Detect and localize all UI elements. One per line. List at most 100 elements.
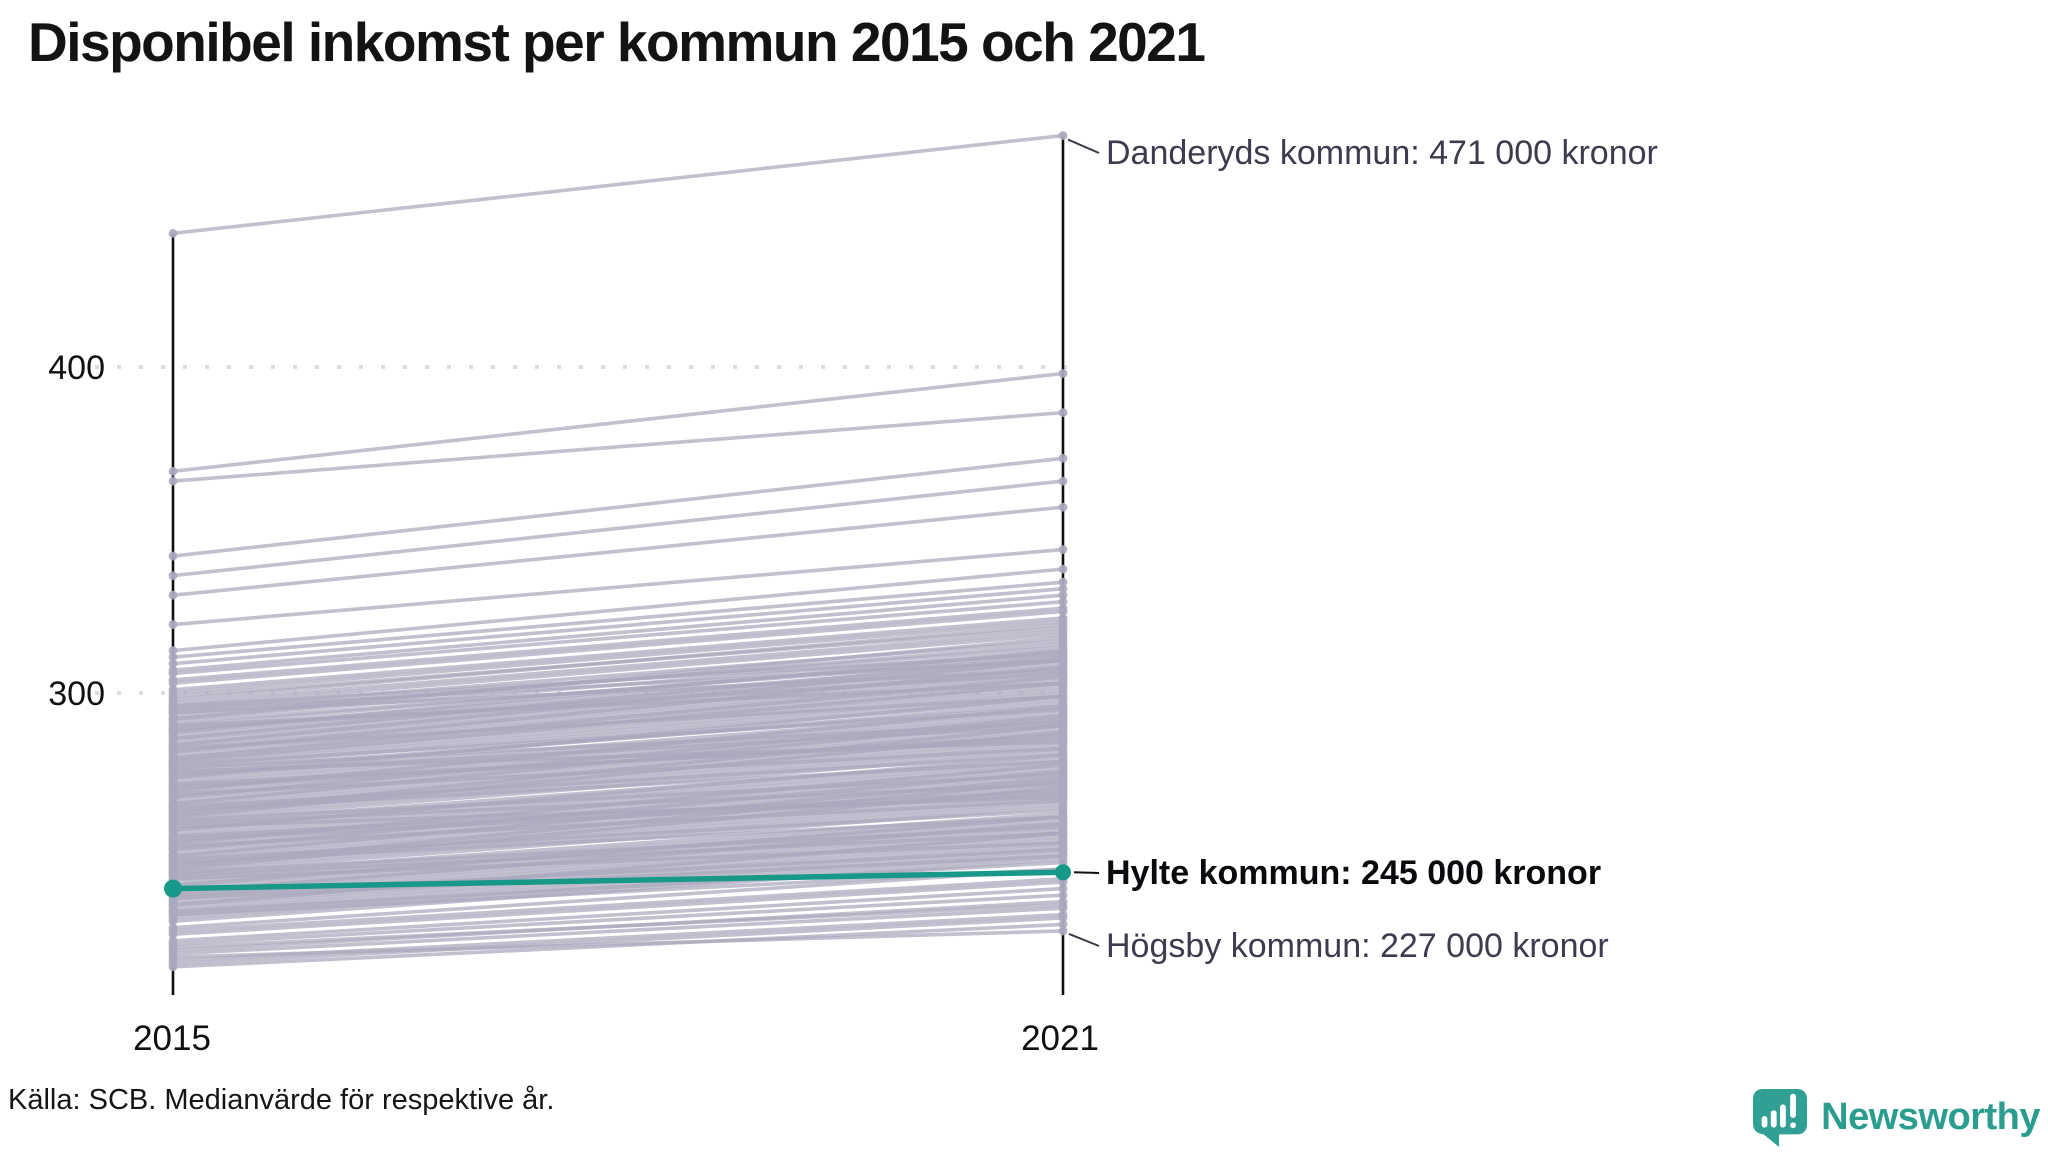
slope-line[interactable] <box>171 723 1065 816</box>
slope-line[interactable] <box>171 658 1065 712</box>
data-point[interactable] <box>1058 369 1068 378</box>
slope-line[interactable] <box>171 854 1065 901</box>
data-point[interactable] <box>1058 851 1068 861</box>
data-point[interactable] <box>168 916 178 926</box>
data-point[interactable] <box>1058 822 1068 832</box>
data-point[interactable] <box>1058 577 1068 587</box>
slope-line[interactable] <box>171 880 1065 937</box>
highlight-point-2021[interactable] <box>1055 864 1071 881</box>
data-point[interactable] <box>168 652 178 662</box>
slope-line[interactable] <box>171 632 1065 708</box>
data-point[interactable] <box>1058 714 1068 724</box>
slope-line[interactable] <box>171 788 1065 839</box>
data-point[interactable] <box>1058 502 1068 512</box>
slope-line[interactable] <box>171 841 1065 881</box>
data-point[interactable] <box>168 708 178 717</box>
slope-line[interactable] <box>171 665 1065 754</box>
data-point[interactable] <box>168 809 178 819</box>
slope-line[interactable] <box>171 775 1065 858</box>
slope-line[interactable] <box>171 831 1065 878</box>
data-point[interactable] <box>1058 701 1068 711</box>
data-point[interactable] <box>1058 607 1068 616</box>
data-point[interactable] <box>168 861 178 871</box>
data-point[interactable] <box>168 669 178 678</box>
slope-line[interactable] <box>171 903 1065 950</box>
data-point[interactable] <box>1058 838 1068 848</box>
data-point[interactable] <box>1058 678 1068 688</box>
data-point[interactable] <box>168 571 178 581</box>
data-point[interactable] <box>1058 786 1068 796</box>
data-point[interactable] <box>1058 766 1068 776</box>
data-point[interactable] <box>168 770 178 779</box>
data-point[interactable] <box>168 727 178 737</box>
data-point[interactable] <box>168 900 178 910</box>
slope-line[interactable] <box>171 867 1065 930</box>
data-point[interactable] <box>1058 672 1068 682</box>
slope-line-danderyds[interactable] <box>171 133 1065 236</box>
data-point[interactable] <box>1058 760 1068 770</box>
data-point[interactable] <box>1058 476 1068 486</box>
data-point[interactable] <box>1058 584 1068 594</box>
data-point[interactable] <box>168 789 178 799</box>
data-point[interactable] <box>1058 750 1068 760</box>
data-point[interactable] <box>1058 900 1068 910</box>
data-point[interactable] <box>1058 691 1068 701</box>
data-point[interactable] <box>1058 656 1068 665</box>
data-point[interactable] <box>168 757 178 766</box>
data-point[interactable] <box>168 714 178 724</box>
data-point[interactable] <box>1058 920 1068 929</box>
slope-line[interactable] <box>171 824 1065 875</box>
slope-line-högsby[interactable] <box>171 929 1065 959</box>
slope-line[interactable] <box>171 567 1065 653</box>
slope-line[interactable] <box>171 606 1065 682</box>
data-point[interactable] <box>1058 590 1068 600</box>
data-point[interactable] <box>168 659 178 669</box>
data-point[interactable] <box>1058 545 1068 554</box>
data-point[interactable] <box>1058 131 1068 140</box>
data-point[interactable] <box>168 466 178 476</box>
data-point[interactable] <box>168 678 178 688</box>
data-point[interactable] <box>1058 620 1068 629</box>
data-point[interactable] <box>168 907 178 916</box>
slope-line[interactable] <box>171 916 1065 966</box>
data-point[interactable] <box>168 620 178 629</box>
data-point[interactable] <box>168 747 178 757</box>
slope-line[interactable] <box>171 456 1065 558</box>
data-point[interactable] <box>168 952 178 962</box>
slope-line[interactable] <box>171 629 1065 705</box>
data-point[interactable] <box>168 962 178 972</box>
data-point[interactable] <box>168 721 178 730</box>
slope-line[interactable] <box>171 586 1065 666</box>
data-point[interactable] <box>1058 597 1068 607</box>
data-point[interactable] <box>1058 884 1068 893</box>
slope-line[interactable] <box>171 906 1065 956</box>
slope-line[interactable] <box>171 652 1065 708</box>
slope-line[interactable] <box>171 877 1065 933</box>
data-point[interactable] <box>1058 727 1068 737</box>
slope-line[interactable] <box>171 860 1065 914</box>
data-point[interactable] <box>1058 649 1068 659</box>
data-point[interactable] <box>168 740 178 750</box>
slope-line[interactable] <box>171 593 1065 672</box>
data-point[interactable] <box>168 832 178 841</box>
slope-line[interactable] <box>171 655 1065 741</box>
data-point[interactable] <box>1058 662 1068 672</box>
slope-line[interactable] <box>171 805 1065 875</box>
slope-line[interactable] <box>171 694 1065 780</box>
slope-line[interactable] <box>171 893 1065 946</box>
data-point[interactable] <box>168 228 178 238</box>
data-point[interactable] <box>1058 734 1068 744</box>
slope-line[interactable] <box>171 681 1065 764</box>
highlight-point-2015[interactable] <box>164 879 182 898</box>
data-point[interactable] <box>168 822 178 832</box>
slope-line[interactable] <box>171 505 1065 598</box>
data-point[interactable] <box>1058 564 1068 574</box>
data-point[interactable] <box>1058 926 1068 936</box>
data-point[interactable] <box>1058 453 1068 463</box>
data-point[interactable] <box>168 799 178 809</box>
data-point[interactable] <box>168 701 178 711</box>
slope-line[interactable] <box>171 616 1065 692</box>
data-point[interactable] <box>1058 913 1068 923</box>
data-point[interactable] <box>1058 721 1068 730</box>
slope-line[interactable] <box>171 619 1065 695</box>
